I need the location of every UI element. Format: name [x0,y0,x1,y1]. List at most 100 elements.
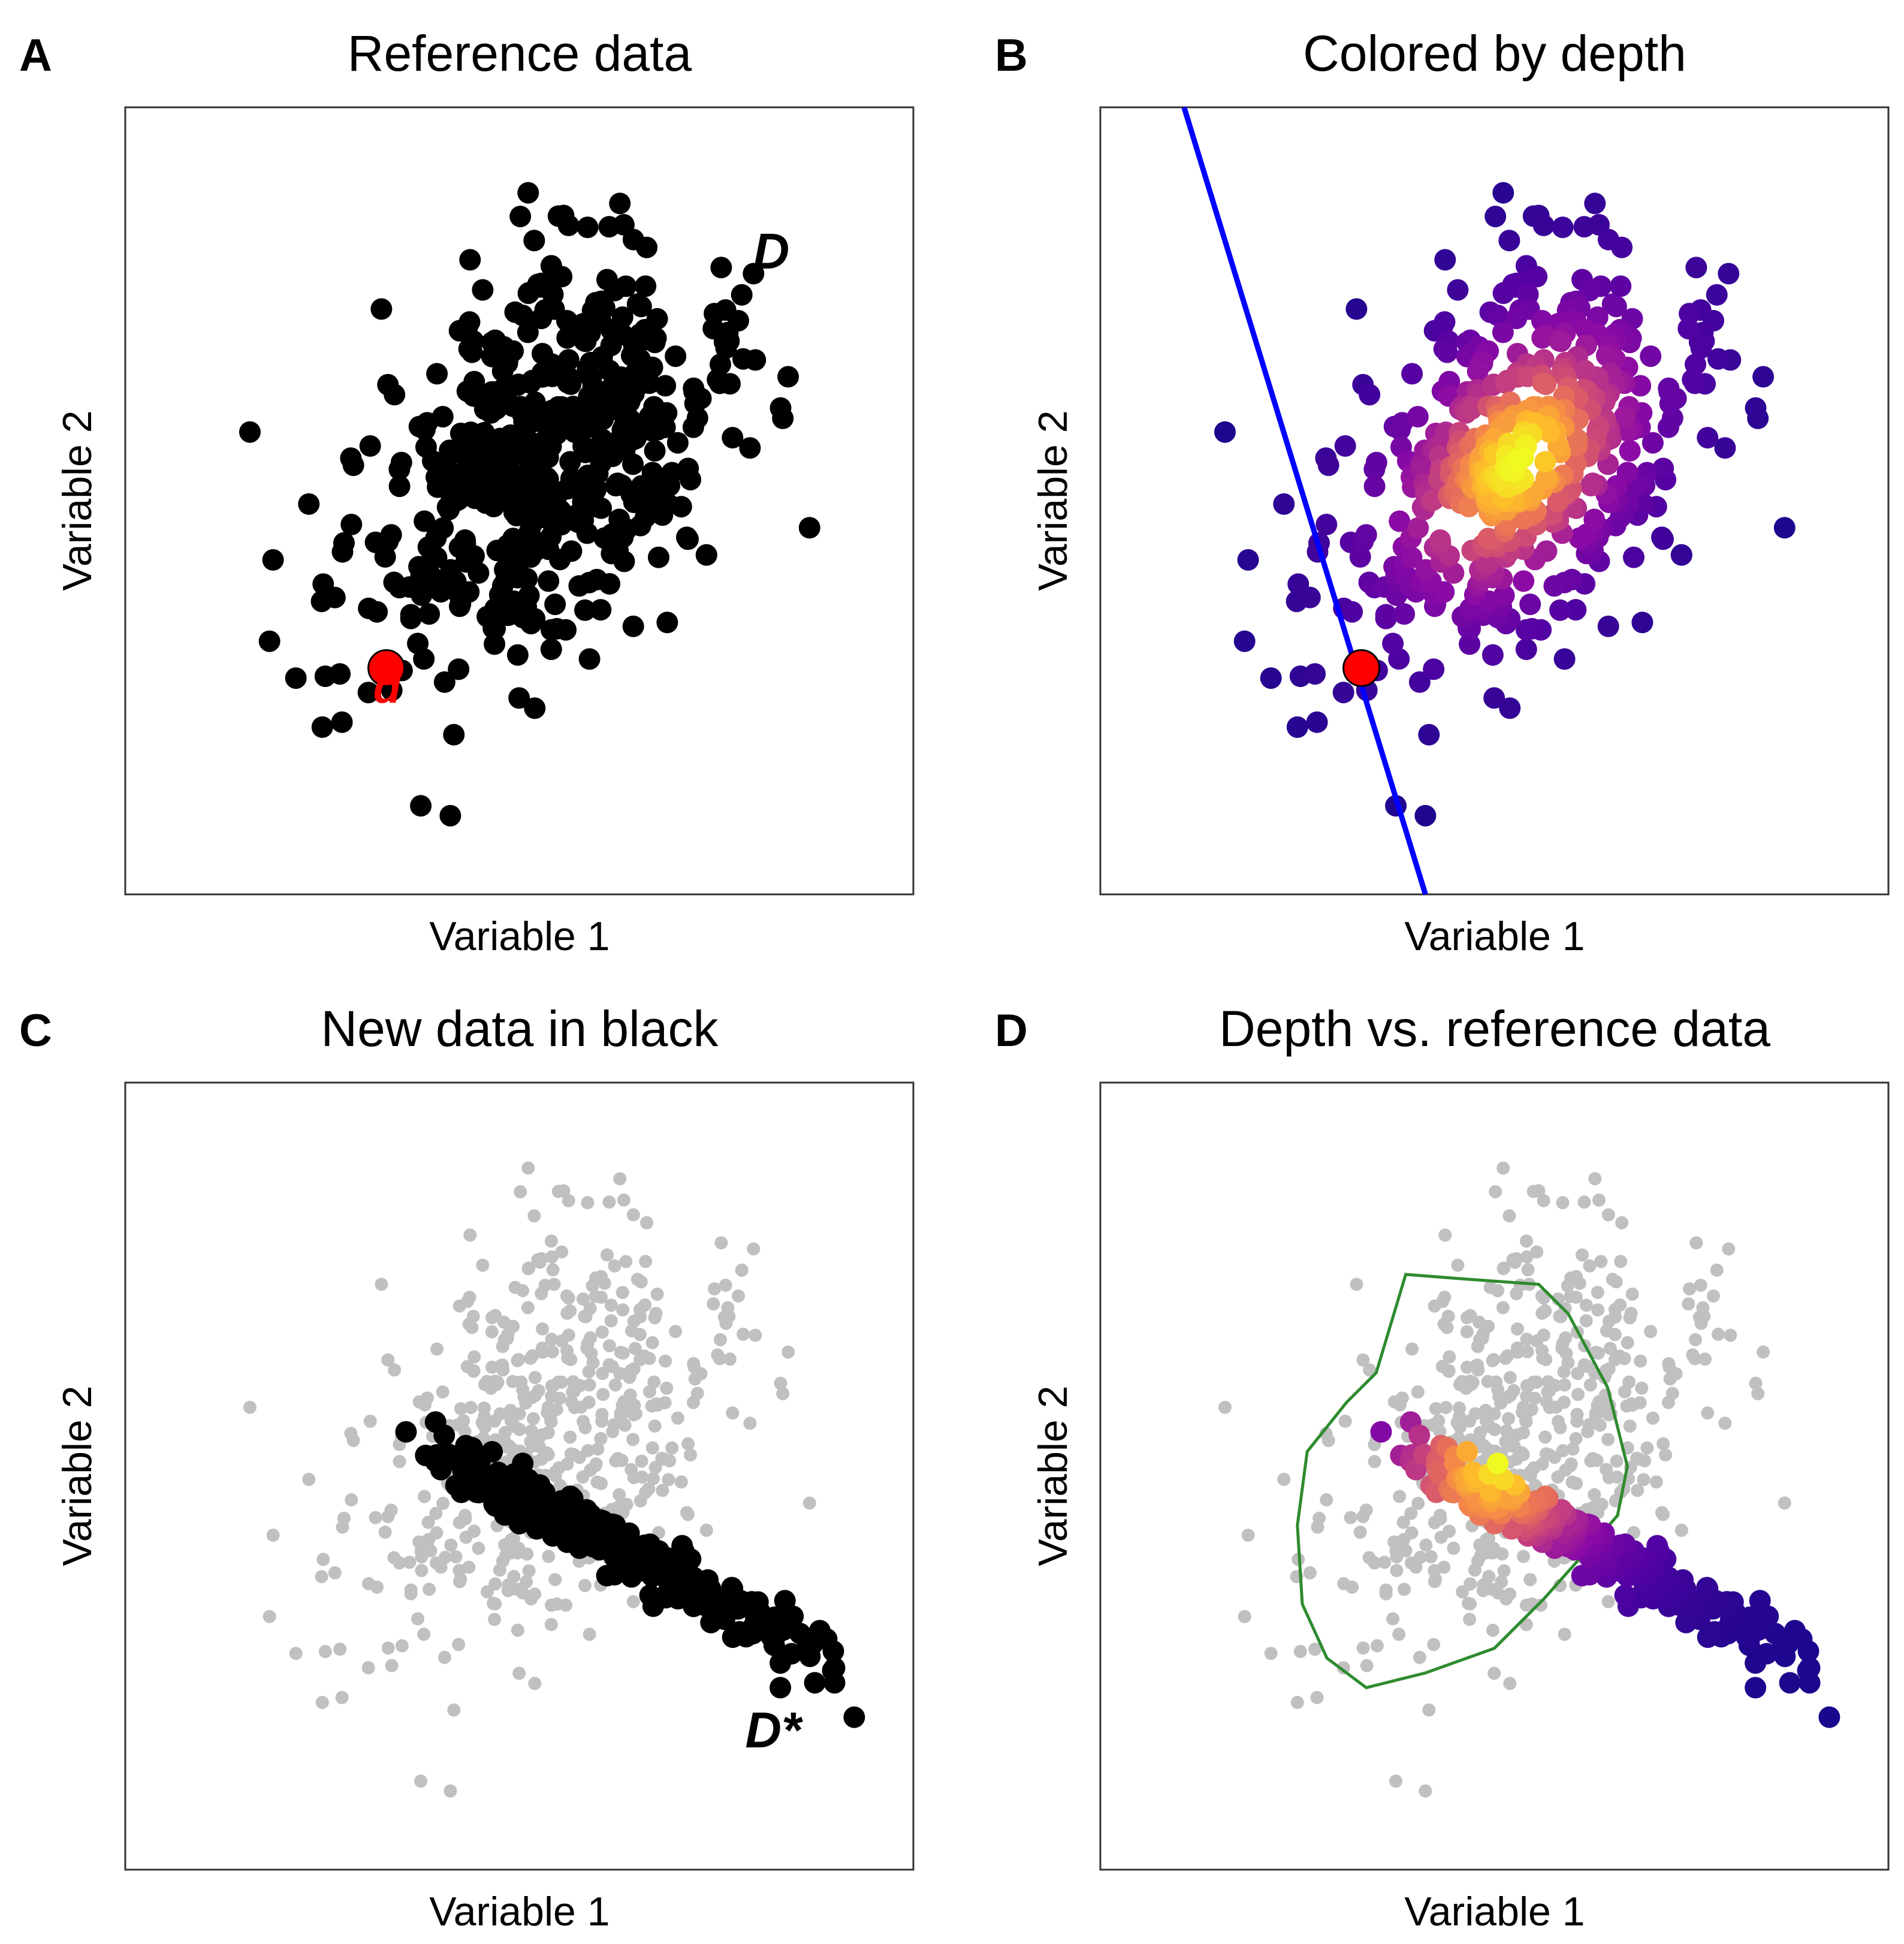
reference-point [680,469,702,491]
reference-point-grey [388,1363,402,1377]
reference-point-grey [1689,1236,1703,1250]
depth-colored-point [1481,644,1504,666]
new-data-depth-point [1745,1652,1767,1674]
reference-point-grey [1437,1318,1451,1331]
panel-title-a: Reference data [348,25,692,82]
reference-point [656,611,678,634]
panel-c: C New data in black Variable 1 Variable … [19,1000,915,1934]
reference-point-grey [318,1645,332,1659]
reference-point-grey [1487,1666,1501,1680]
depth-colored-point [1553,648,1576,670]
reference-point-grey [1453,1410,1467,1424]
reference-point-grey [533,1255,547,1269]
reference-point [500,553,522,575]
reference-point-grey [522,1564,536,1578]
reference-point-grey [547,1379,560,1393]
reference-point-grey [512,1666,526,1680]
reference-point-grey [1520,1250,1534,1264]
depth-colored-point [1657,416,1679,438]
reference-point-grey [381,1641,395,1655]
reference-point-grey [604,1314,618,1328]
reference-point-grey [617,1193,630,1207]
reference-point-grey [316,1553,330,1566]
reference-point-grey [485,1325,499,1339]
new-data-point [671,1535,693,1557]
depth-colored-point [1534,451,1556,473]
new-data-point [517,1468,539,1490]
reference-point-grey [1264,1647,1278,1660]
reference-point-grey [393,1455,406,1469]
depth-colored-point [1595,345,1618,367]
reference-point-grey [581,1444,595,1457]
reference-point-grey [403,1556,417,1569]
reference-point [497,604,519,626]
reference-point-grey [1443,1350,1456,1364]
reference-point-grey [503,1403,517,1417]
reference-point [577,216,599,239]
reference-point-grey [535,1452,548,1466]
reference-point-grey [1378,1556,1392,1569]
reference-point-grey [1463,1613,1477,1626]
reference-point [731,284,753,306]
reference-point [544,593,566,616]
reference-point-grey [1609,1353,1622,1367]
reference-point-grey [1601,1208,1615,1222]
new-data-point [770,1677,792,1699]
reference-point [677,528,699,550]
reference-point-grey [1238,1610,1251,1623]
reference-point-grey [1470,1358,1483,1372]
depth-colored-point [1714,437,1736,459]
reference-point [643,396,665,418]
depth-colored-point [1498,230,1520,252]
reference-point-grey [1356,1353,1370,1367]
reference-point [312,573,334,595]
reference-point [508,687,530,709]
reference-point-grey [1561,1279,1574,1292]
reference-point-grey [578,1309,592,1323]
reference-point [439,804,461,827]
reference-point-grey [1508,1255,1522,1269]
depth-colored-point [1332,682,1354,704]
reference-point-grey [453,1575,466,1589]
reference-point-grey [463,1228,477,1242]
reference-point [695,544,717,566]
reference-point-grey [1656,1437,1670,1451]
reference-point-grey [1778,1496,1791,1510]
reference-point-grey [1411,1496,1425,1510]
reference-point-grey [1419,1538,1433,1552]
reference-point [449,595,470,617]
reference-point-grey [437,1650,451,1664]
reference-point-grey [1510,1452,1523,1466]
reference-point-grey [608,1378,622,1392]
reference-point [331,541,354,563]
reference-point [388,475,411,498]
reference-point-grey [1293,1645,1307,1659]
reference-point-grey [1570,1270,1583,1283]
depth-colored-point [1583,508,1606,531]
reference-point [414,418,436,441]
reference-point [518,520,541,542]
panel-d: D Depth vs. reference data Variable 1 Va… [995,1000,1890,1934]
new-data-depth-point [1749,1590,1771,1612]
reference-point-grey [1404,1506,1418,1520]
reference-point [374,546,396,568]
reference-point-grey [1718,1416,1732,1430]
reference-point-grey [545,1390,559,1403]
depth-colored-point [1535,373,1557,395]
new-data-depth-point [1571,1565,1593,1587]
reference-point-grey [1577,1195,1591,1209]
reference-point-grey [516,1284,530,1298]
reference-point [710,257,732,279]
reference-point-grey [1404,1556,1418,1570]
reference-point-grey [647,1375,661,1389]
depth-colored-point [1492,182,1514,204]
plot-frame-c [124,1081,915,1871]
reference-point [596,269,618,291]
new-data-point [424,1450,446,1472]
reference-point-grey [563,1304,577,1318]
reference-point [665,345,687,367]
reference-point-grey [1588,1488,1601,1502]
depth-colored-point [1483,687,1505,709]
reference-point [684,393,706,415]
reference-point-grey [1386,1612,1400,1626]
